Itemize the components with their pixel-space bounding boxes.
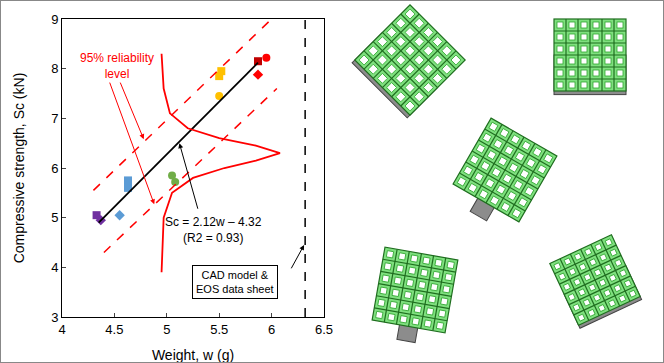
svg-text:95% reliabilitylevel: 95% reliabilitylevel [80, 51, 154, 81]
svg-text:6: 6 [268, 322, 275, 337]
svg-text:7: 7 [51, 111, 58, 126]
svg-text:9: 9 [51, 12, 58, 27]
svg-text:5: 5 [51, 210, 58, 225]
svg-text:5.5: 5.5 [210, 322, 228, 337]
svg-text:6: 6 [51, 161, 58, 176]
svg-text:5: 5 [163, 322, 170, 337]
svg-text:4: 4 [58, 322, 65, 337]
svg-text:6.5: 6.5 [315, 322, 333, 337]
svg-text:CAD model &EOS data sheet: CAD model &EOS data sheet [196, 269, 274, 295]
svg-text:Weight, w (g): Weight, w (g) [152, 347, 234, 363]
svg-text:4.5: 4.5 [105, 322, 123, 337]
svg-text:3: 3 [51, 310, 58, 325]
svg-text:8: 8 [51, 61, 58, 76]
svg-text:Sc = 2.12w – 4.32(R2 = 0.93): Sc = 2.12w – 4.32(R2 = 0.93) [165, 215, 262, 245]
svg-text:4: 4 [51, 260, 58, 275]
svg-text:Compressive strength, Sc (kN): Compressive strength, Sc (kN) [11, 73, 27, 264]
